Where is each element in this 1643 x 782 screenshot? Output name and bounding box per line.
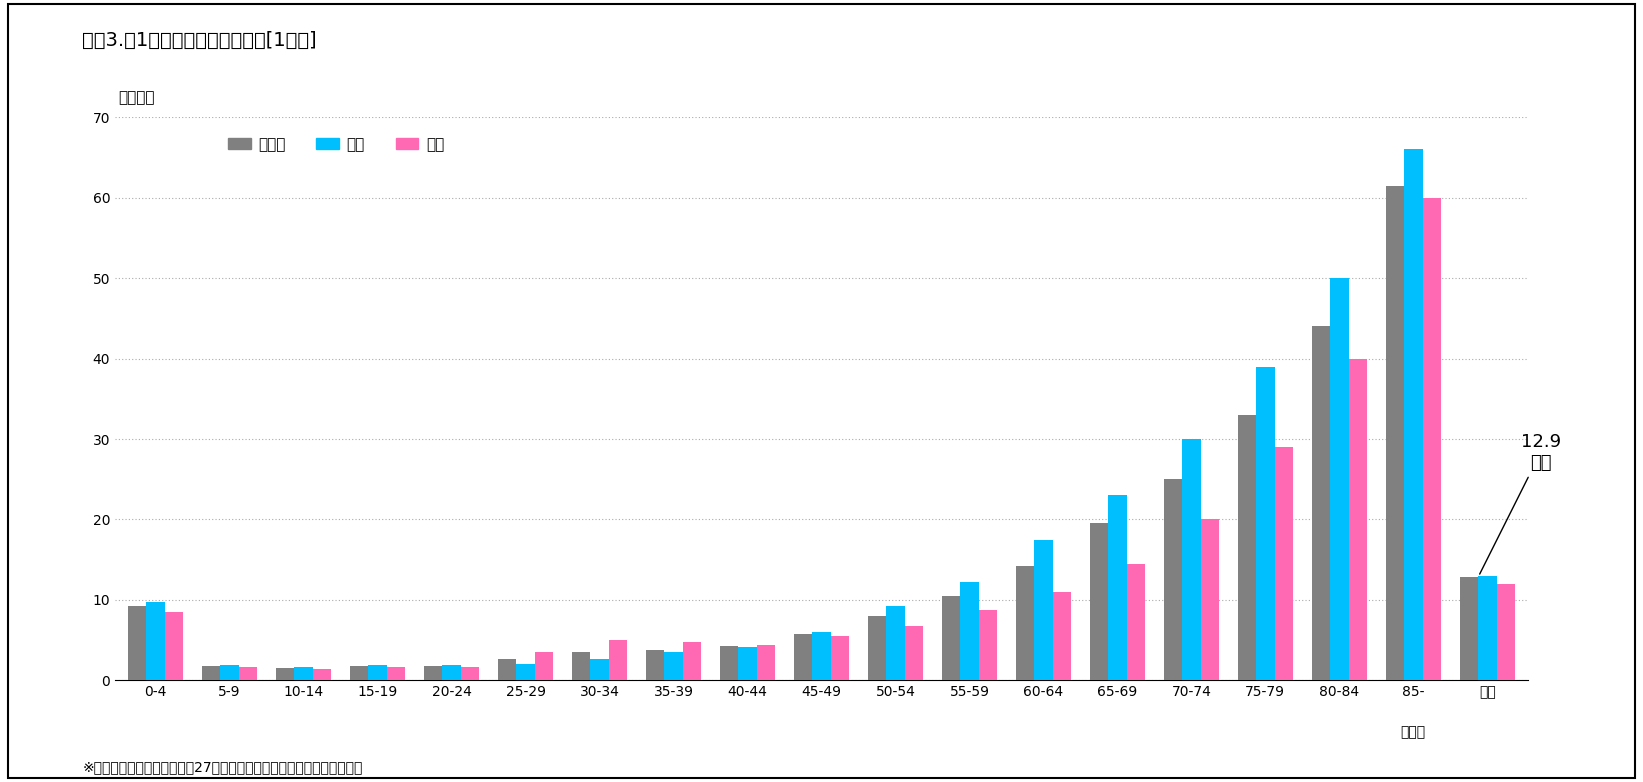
Bar [238, 667, 258, 680]
Bar [220, 665, 238, 680]
Bar [442, 665, 460, 680]
Bar [905, 626, 923, 680]
Bar [498, 658, 516, 680]
Bar [516, 664, 536, 680]
Bar [350, 665, 368, 680]
Bar [794, 633, 812, 680]
Legend: 男女計, 男性, 女性: 男女計, 男性, 女性 [222, 131, 450, 158]
Bar [720, 646, 738, 680]
Text: （万円）: （万円） [118, 90, 154, 106]
Bar [536, 652, 554, 680]
Bar [1127, 564, 1145, 680]
Text: （歳）: （歳） [1401, 725, 1426, 739]
Bar [1089, 523, 1107, 680]
Bar [1015, 566, 1033, 680]
Bar [831, 636, 849, 680]
Bar [1201, 519, 1219, 680]
Bar [1183, 439, 1201, 680]
Bar [572, 652, 590, 680]
Bar [294, 667, 312, 680]
Bar [664, 652, 683, 680]
Bar [312, 669, 332, 680]
Text: 図表3.　1人当たり入院医療費　[1年間]: 図表3. 1人当たり入院医療費 [1年間] [82, 31, 317, 50]
Bar [128, 606, 146, 680]
Bar [1385, 185, 1405, 680]
Bar [368, 665, 386, 680]
Bar [1479, 576, 1497, 680]
Bar [1311, 326, 1331, 680]
Bar [1275, 447, 1293, 680]
Bar [1423, 198, 1441, 680]
Text: ※「国民医療費の概況（平成27年度）」（厚生労働省）より、筆者作成: ※「国民医療費の概況（平成27年度）」（厚生労働省）より、筆者作成 [82, 760, 363, 774]
Bar [202, 665, 220, 680]
Bar [646, 650, 664, 680]
Bar [1349, 359, 1367, 680]
Bar [979, 611, 997, 680]
Bar [1163, 479, 1183, 680]
Bar [164, 612, 184, 680]
Bar [610, 640, 628, 680]
Bar [941, 596, 960, 680]
Bar [276, 669, 294, 680]
Bar [868, 616, 886, 680]
Bar [1331, 278, 1349, 680]
Bar [1405, 149, 1423, 680]
Bar [146, 601, 164, 680]
Bar [757, 645, 775, 680]
Bar [683, 642, 702, 680]
Bar [1053, 592, 1071, 680]
Bar [386, 668, 406, 680]
Bar [738, 647, 757, 680]
Bar [590, 658, 610, 680]
Bar [812, 632, 831, 680]
Bar [1107, 495, 1127, 680]
Text: 12.9
万円: 12.9 万円 [1480, 433, 1561, 574]
Bar [424, 665, 442, 680]
Bar [1237, 415, 1257, 680]
Bar [460, 667, 480, 680]
Bar [1033, 540, 1053, 680]
Bar [1497, 584, 1515, 680]
Bar [1459, 576, 1479, 680]
Bar [886, 606, 905, 680]
Bar [960, 583, 979, 680]
Bar [1257, 367, 1275, 680]
